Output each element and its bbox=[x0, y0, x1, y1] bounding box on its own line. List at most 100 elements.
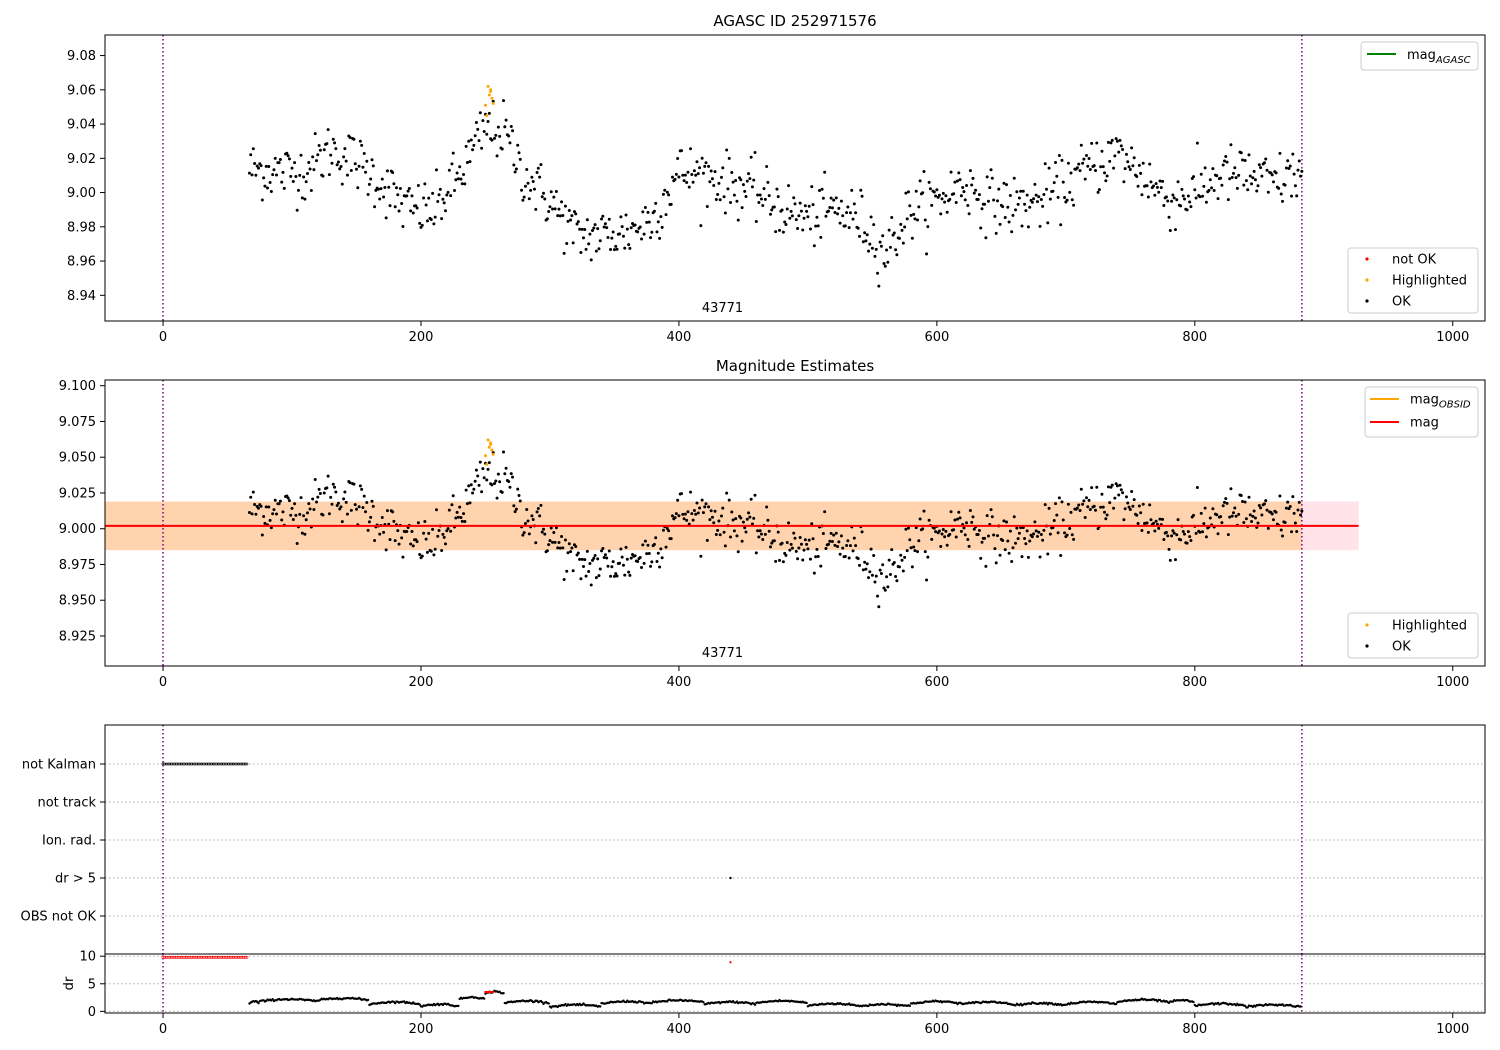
agasc-ok-point bbox=[700, 156, 704, 160]
mag-est-ok-point bbox=[317, 487, 321, 491]
mag-est-ok-point bbox=[870, 573, 874, 577]
agasc-ok-point bbox=[730, 171, 734, 175]
mag-est-ok-point bbox=[543, 532, 547, 536]
mag-est-ok-point bbox=[289, 513, 293, 517]
mag-est-ok-point bbox=[954, 535, 958, 539]
agasc-ok-point bbox=[1039, 197, 1043, 201]
mag-est-ok-point bbox=[1127, 505, 1131, 509]
mag-est-ok-point bbox=[1032, 532, 1036, 536]
agasc-ok-point bbox=[367, 182, 371, 186]
mag-est-ok-point bbox=[807, 538, 811, 542]
mag-est-ok-point bbox=[1188, 535, 1192, 539]
mag-est-ok-point bbox=[676, 498, 680, 502]
agasc-ok-point bbox=[1248, 174, 1252, 178]
agasc-ok-point bbox=[557, 207, 561, 211]
mag-est-ok-point bbox=[1166, 534, 1170, 538]
legend-point-label: Highlighted bbox=[1392, 619, 1467, 634]
dr-xtick-label: 800 bbox=[1182, 1022, 1207, 1037]
agasc-ok-point bbox=[864, 239, 868, 243]
legend-point-label: Highlighted bbox=[1392, 274, 1467, 289]
mag-est-ok-point bbox=[522, 531, 526, 535]
mag-est-ok-point bbox=[263, 521, 267, 525]
agasc-ok-point bbox=[1061, 180, 1065, 184]
agasc-ok-point bbox=[861, 240, 865, 244]
agasc-ok-point bbox=[247, 171, 251, 175]
mag-est-ok-point bbox=[367, 520, 371, 524]
agasc-ok-point bbox=[922, 170, 926, 174]
mag-est-ok-point bbox=[535, 510, 539, 514]
agasc-ok-point bbox=[687, 185, 691, 189]
agasc-ok-point bbox=[749, 155, 753, 159]
agasc-ok-point bbox=[673, 177, 677, 181]
mag-est-ok-point bbox=[1259, 506, 1263, 510]
mag-est-ok-point bbox=[1296, 508, 1300, 512]
agasc-ok-point bbox=[1044, 187, 1048, 191]
mag-est-ok-point bbox=[451, 494, 455, 498]
mag-est-ok-point bbox=[495, 496, 499, 500]
agasc-ok-point bbox=[860, 194, 864, 198]
agasc-ok-point bbox=[620, 225, 624, 229]
mag-est-ok-point bbox=[810, 522, 814, 526]
agasc-ok-point bbox=[578, 227, 582, 231]
mag-est-ok-point bbox=[854, 544, 858, 548]
mag-est-ok-point bbox=[934, 530, 938, 534]
mag-est-ytick-label: 9.050 bbox=[59, 451, 96, 466]
agasc-ok-point bbox=[649, 236, 653, 240]
agasc-ok-point bbox=[876, 271, 880, 275]
agasc-ok-point bbox=[398, 187, 402, 191]
mag-est-ok-point bbox=[1068, 527, 1072, 531]
mag-est-ok-point bbox=[1020, 555, 1024, 559]
mag-est-ok-point bbox=[437, 529, 441, 533]
mag-est-ok-point bbox=[944, 529, 948, 533]
agasc-ok-point bbox=[370, 158, 374, 162]
agasc-ok-point bbox=[1262, 161, 1266, 165]
mag-est-ok-point bbox=[442, 535, 446, 539]
agasc-ok-point bbox=[904, 191, 908, 195]
agasc-ok-point bbox=[691, 180, 695, 184]
agasc-ok-point bbox=[1054, 160, 1058, 164]
agasc-ok-point bbox=[734, 178, 738, 182]
mag-est-ok-point bbox=[758, 529, 762, 533]
agasc-ok-point bbox=[1277, 186, 1281, 190]
mag-est-ok-point bbox=[976, 533, 980, 537]
agasc-ok-point bbox=[322, 148, 326, 152]
mag-est-ok-point bbox=[1094, 508, 1098, 512]
mag-est-ok-point bbox=[477, 483, 481, 487]
mag-est-ok-point bbox=[464, 488, 468, 492]
agasc-ok-point bbox=[356, 186, 360, 190]
not-kalman-point bbox=[181, 762, 185, 766]
mag-est-ok-point bbox=[1024, 542, 1028, 546]
agasc-ok-point bbox=[574, 212, 578, 216]
agasc-ok-point bbox=[1244, 179, 1248, 183]
agasc-ok-point bbox=[832, 198, 836, 202]
mag-est-ok-point bbox=[1124, 495, 1128, 499]
mag-est-ok-point bbox=[513, 510, 517, 514]
mag-est-ok-point bbox=[1228, 515, 1232, 519]
agasc-ok-point bbox=[1288, 164, 1292, 168]
agasc-ok-point bbox=[495, 154, 499, 158]
mag-est-ok-point bbox=[1079, 487, 1083, 491]
mag-est-ok-point bbox=[385, 509, 389, 513]
mag-est-ok-point bbox=[765, 505, 769, 509]
agasc-ok-point bbox=[1019, 189, 1023, 193]
mag-est-ok-point bbox=[741, 520, 745, 524]
agasc-ok-point bbox=[409, 209, 413, 213]
mag-est-ok-point bbox=[1173, 558, 1177, 562]
mag-est-ok-point bbox=[597, 574, 601, 578]
mag-est-ok-point bbox=[887, 558, 891, 562]
agasc-highlighted-point bbox=[483, 103, 487, 107]
mag-est-ok-point bbox=[1224, 497, 1228, 501]
mag-est-ok-point bbox=[605, 556, 609, 560]
agasc-ok-point bbox=[909, 213, 913, 217]
mag-est-ok-point bbox=[1088, 508, 1092, 512]
agasc-ok-point bbox=[1012, 176, 1016, 180]
agasc-ok-point bbox=[645, 220, 649, 224]
mag-est-ok-point bbox=[654, 536, 658, 540]
mag-est-ok-point bbox=[1139, 511, 1143, 515]
mag-est-ok-point bbox=[607, 549, 611, 553]
dr-point bbox=[564, 1002, 567, 1006]
agasc-ok-point bbox=[808, 227, 812, 231]
agasc-ok-point bbox=[469, 138, 473, 142]
mag-est-ok-point bbox=[1061, 518, 1065, 522]
mag-est-ok-point bbox=[334, 490, 338, 494]
